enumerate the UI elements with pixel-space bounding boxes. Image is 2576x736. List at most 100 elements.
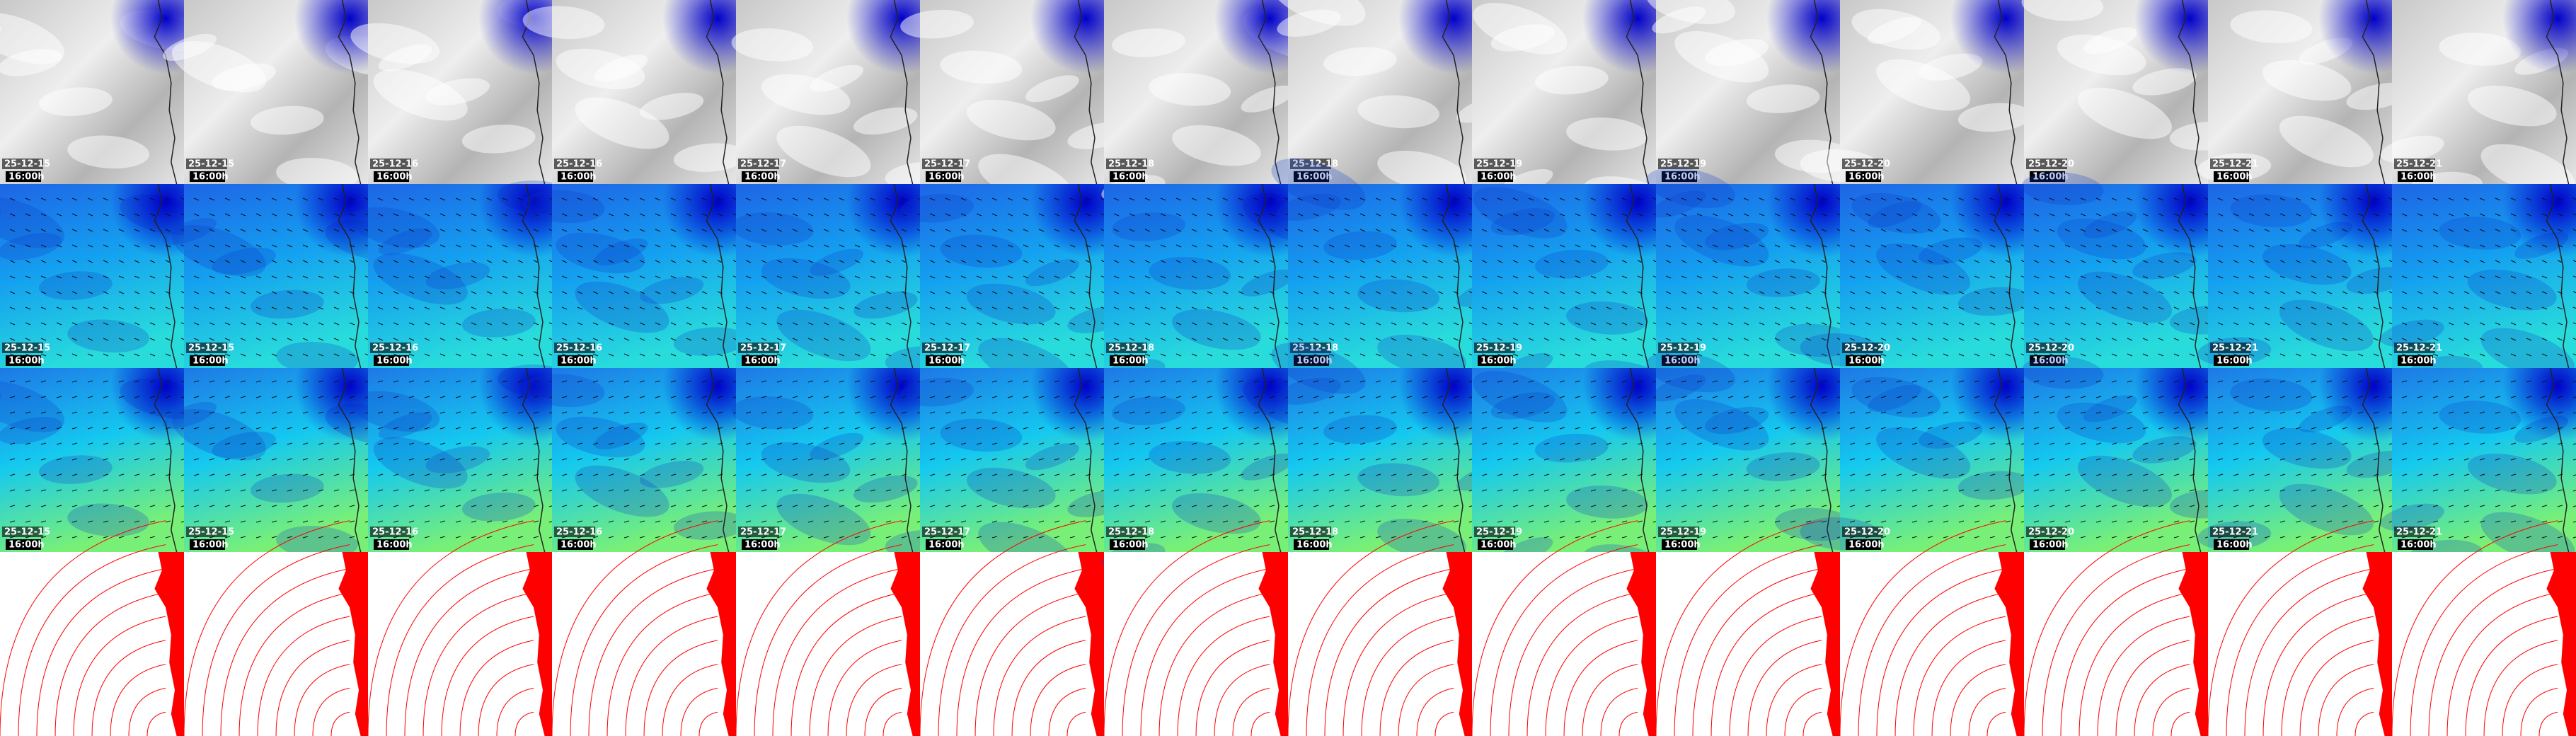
- wind-arrow: [929, 396, 936, 398]
- land-overlay: [736, 184, 920, 368]
- wind-arrow: [839, 260, 845, 263]
- wind-arrow: [885, 458, 892, 461]
- wind-arrow: [471, 442, 477, 445]
- wind-arrow: [193, 489, 200, 492]
- wind-arrow: [608, 197, 614, 201]
- wind-arrow: [40, 473, 47, 476]
- wind-arrow: [486, 338, 493, 341]
- wind-arrow: [318, 520, 324, 523]
- wind-arrow: [533, 520, 539, 523]
- date-box: [370, 527, 411, 537]
- wind-arrow: [134, 197, 140, 201]
- wind-arrow: [103, 306, 109, 310]
- wind-arrow: [991, 427, 998, 430]
- wind-arrow: [271, 473, 277, 476]
- wind-arrow: [486, 411, 493, 414]
- wind-arrow: [639, 275, 645, 279]
- wind-arrow: [56, 306, 62, 310]
- wind-arrow: [224, 229, 231, 232]
- wind-arrow: [134, 380, 140, 383]
- time-label: 16:00h: [1848, 172, 1885, 183]
- wind-arrow: [134, 489, 140, 492]
- wind-arrow: [87, 396, 93, 398]
- wind-arrow: [408, 489, 415, 492]
- date-label: 25-12-18: [1292, 527, 1338, 538]
- wind-arrow: [333, 458, 340, 461]
- wind-arrow: [25, 322, 31, 326]
- wind-arrow: [854, 322, 861, 326]
- wind-arrow: [1023, 213, 1029, 217]
- wind-arrow: [118, 396, 125, 398]
- wind-arrow: [302, 458, 309, 461]
- wind-arrow: [240, 213, 246, 217]
- wind-arrow: [670, 338, 677, 341]
- wind-arrow: [854, 473, 861, 476]
- wind-arrow: [502, 458, 508, 461]
- wind-arrow: [577, 489, 583, 492]
- wind-arrow: [839, 380, 845, 383]
- wind-arrow: [592, 244, 599, 248]
- wind-arrow: [807, 380, 814, 383]
- wind-arrow: [761, 473, 767, 476]
- wind-arrow: [165, 260, 171, 263]
- wind-arrow: [701, 353, 708, 357]
- wind-arrow: [839, 442, 845, 445]
- panel-bg: [0, 552, 184, 736]
- wind-arrow: [701, 411, 708, 414]
- wind-arrow: [870, 473, 876, 476]
- wind-arrow: [870, 442, 876, 445]
- wind-arrow: [670, 536, 677, 539]
- wind-arrow: [655, 275, 661, 279]
- wind-arrow: [40, 291, 47, 294]
- wind-arrow: [792, 275, 798, 279]
- wind-arrow: [592, 291, 599, 294]
- wind-arrow: [56, 505, 62, 507]
- wind-arrow: [377, 458, 384, 461]
- wind-arrow: [318, 536, 324, 539]
- wind-arrow: [255, 442, 262, 445]
- wind-arrow: [377, 244, 384, 248]
- wind-arrow: [761, 505, 767, 507]
- wind-arrow: [349, 213, 355, 217]
- wind-arrow: [885, 291, 892, 294]
- wind-arrow: [393, 489, 399, 492]
- wind-arrow: [302, 275, 309, 279]
- land-overlay: [552, 0, 736, 184]
- wind-arrow: [655, 260, 661, 263]
- wind-arrow: [639, 520, 645, 523]
- wind-arrow: [87, 338, 93, 341]
- wind-arrow: [103, 536, 109, 539]
- wind-arrow: [608, 536, 614, 539]
- wind-arrow: [87, 353, 93, 357]
- wind-arrow: [393, 427, 399, 430]
- wind-arrow: [240, 244, 246, 248]
- wind-arrow: [9, 473, 16, 476]
- wind-arrow: [929, 411, 936, 414]
- date-label: 25-12-15: [4, 159, 50, 170]
- wind-arrow: [960, 338, 967, 341]
- wind-arrow: [792, 458, 798, 461]
- wind-arrow: [424, 306, 430, 310]
- wind-arrow: [377, 411, 384, 414]
- wind-arrow: [945, 338, 951, 341]
- wind-arrow: [149, 489, 156, 492]
- wind-arrow: [287, 260, 293, 263]
- wind-arrow: [209, 306, 215, 310]
- wind-arrow: [561, 260, 568, 263]
- wind-arrow: [149, 427, 156, 430]
- wind-arrow: [240, 536, 246, 539]
- wind-arrow: [901, 380, 907, 383]
- wind-arrow: [455, 197, 461, 201]
- panel-bg: [920, 552, 1104, 736]
- wind-arrow: [87, 275, 93, 279]
- time-label: 16:00h: [192, 356, 229, 367]
- wind-arrow: [1069, 411, 1076, 414]
- wind-arrow: [517, 473, 524, 476]
- wind-arrow: [807, 442, 814, 445]
- wind-arrow: [1069, 489, 1076, 492]
- wind-arrow: [517, 520, 524, 523]
- time-label: 16:00h: [2216, 356, 2253, 367]
- isobar: [698, 711, 718, 736]
- wind-arrow: [807, 213, 814, 217]
- wind-arrow: [1038, 213, 1045, 217]
